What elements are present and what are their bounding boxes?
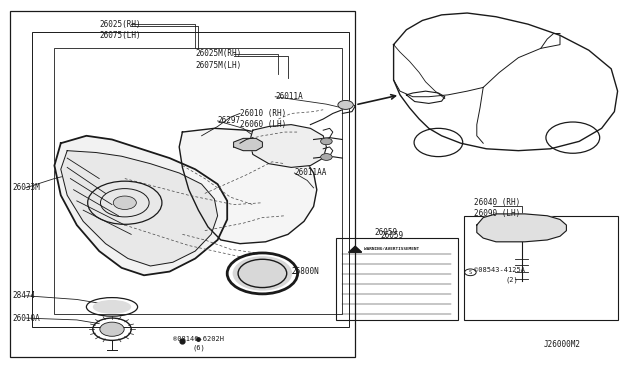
Polygon shape [477,214,566,242]
Polygon shape [250,125,326,167]
Text: (2): (2) [506,276,518,283]
Bar [32,32,349,327]
Bar [54,48,342,314]
Text: 26040 (RH): 26040 (RH) [474,198,520,207]
Text: ®08146-6202H: ®08146-6202H [173,336,224,341]
Circle shape [113,196,136,209]
Text: J26000M2: J26000M2 [544,340,581,349]
Text: 26025M(RH): 26025M(RH) [195,49,241,58]
Text: 26059: 26059 [374,228,397,237]
Bar [336,238,458,320]
Text: S: S [469,270,472,275]
Text: 28474: 28474 [13,291,36,300]
Bar [464,216,618,320]
Circle shape [338,100,353,109]
Polygon shape [54,136,227,275]
Circle shape [233,256,292,291]
Text: ©08543-4125A: ©08543-4125A [474,267,525,273]
Polygon shape [349,246,362,252]
Polygon shape [61,151,218,266]
Text: 26297: 26297 [218,116,241,125]
Text: 26090 (LH): 26090 (LH) [474,209,520,218]
Ellipse shape [93,300,131,314]
Text: 26011AA: 26011AA [294,169,327,177]
Text: 26025(RH): 26025(RH) [99,20,141,29]
Circle shape [321,138,332,145]
Bar [10,11,355,357]
Text: 26010 (RH): 26010 (RH) [240,109,286,118]
Text: 26075M(LH): 26075M(LH) [195,61,241,70]
Circle shape [321,154,332,160]
Circle shape [100,322,124,336]
Text: 26011A: 26011A [275,92,303,101]
Polygon shape [179,128,317,244]
Text: 26060 (LH): 26060 (LH) [240,120,286,129]
Text: 26800N: 26800N [291,267,319,276]
Polygon shape [234,138,262,151]
Text: WARNING/AVERTISSEMENT: WARNING/AVERTISSEMENT [364,247,419,251]
Text: (6): (6) [192,344,205,351]
Text: 26059: 26059 [380,231,403,240]
Text: 26010A: 26010A [13,314,40,323]
Text: 26033M: 26033M [13,183,40,192]
Text: 26075(LH): 26075(LH) [99,31,141,40]
